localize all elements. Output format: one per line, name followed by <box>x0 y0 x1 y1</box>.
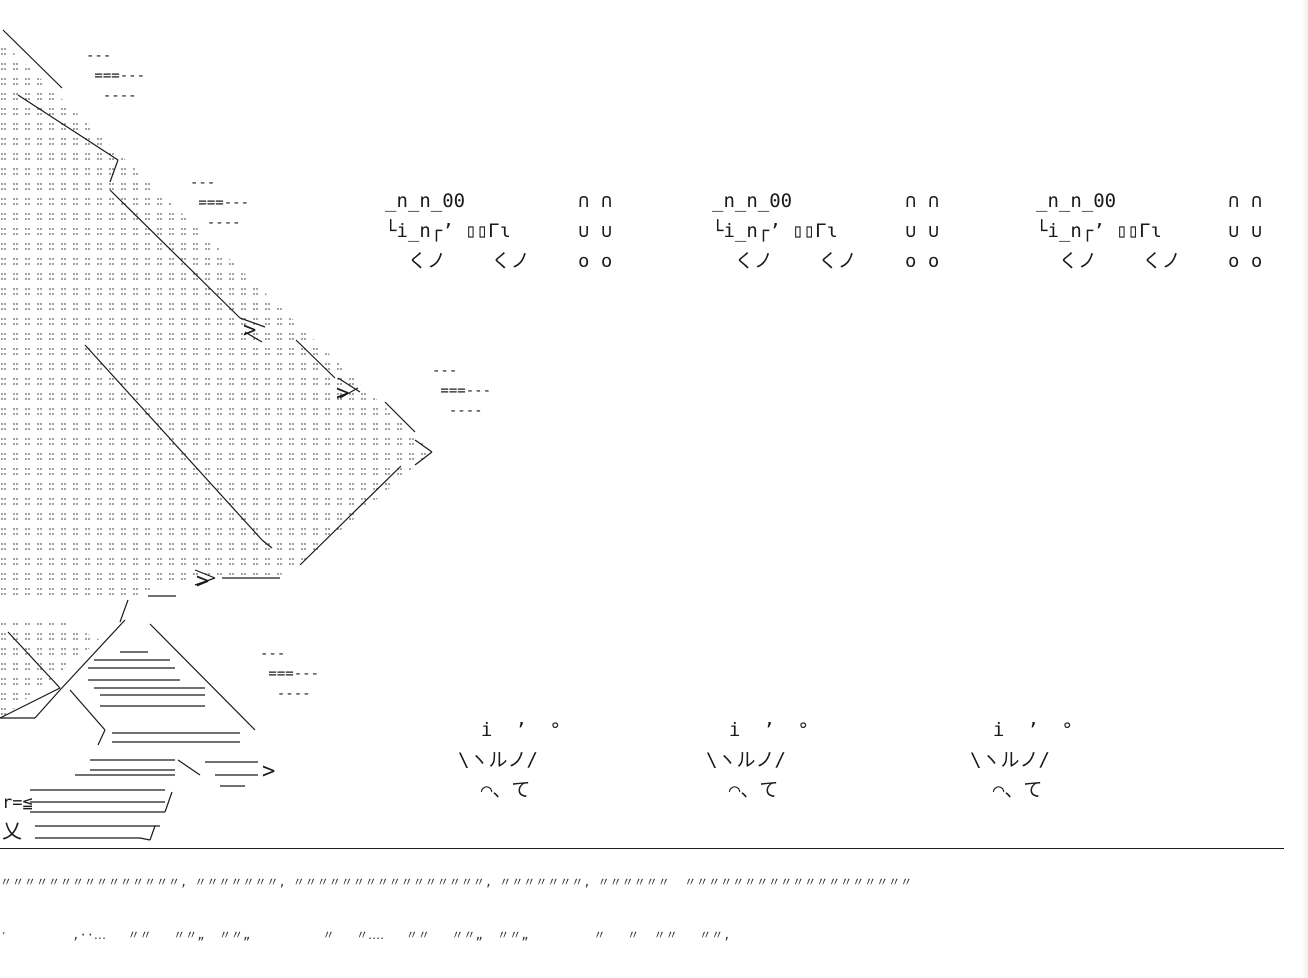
impact-burst-3: i ’ ° \ヽルノ∕ ⌒、て <box>970 719 1073 801</box>
speed-lines-2: --- ===--- ---- <box>190 175 250 231</box>
svg-text:r=≦: r=≦ <box>2 793 33 813</box>
speed-lines-1: --- ===--- ---- <box>86 48 146 104</box>
svg-text:>: > <box>243 318 256 343</box>
sfx-text-3: _n_n_00 └i_n┌’ ▯▯Γɩ くノ くノ <box>1036 190 1181 272</box>
sfx-marks-3: ∩ ∩ ∪ ∪ ο ο <box>1228 190 1263 272</box>
arrow-art: > > > <box>0 29 433 843</box>
ground-line <box>0 848 1284 849</box>
impact-burst-1: i ’ ° \ヽルノ∕ ⌒、て <box>458 719 561 801</box>
grass-row-1: 〃〃〃〃〃〃〃〃〃〃〃〃〃〃〃, 〃〃〃〃〃〃〃, 〃〃〃〃〃〃〃〃〃〃〃〃〃〃… <box>0 875 913 889</box>
svg-text:>: > <box>336 381 349 406</box>
svg-text:>: > <box>196 569 209 594</box>
speed-lines-4: --- ===--- ---- <box>260 646 320 702</box>
sfx-marks-2: ∩ ∩ ∪ ∪ ο ο <box>905 190 940 272</box>
svg-text:>: > <box>262 759 275 784</box>
sfx-marks-1: ∩ ∩ ∪ ∪ ο ο <box>578 190 613 272</box>
svg-text:乂: 乂 <box>2 819 22 843</box>
speed-lines-3: --- ===--- ---- <box>432 363 492 419</box>
impact-burst-2: i ’ ° \ヽルノ∕ ⌒、て <box>706 719 809 801</box>
sfx-text-1: _n_n_00 └i_n┌’ ▯▯Γɩ くノ くノ <box>385 190 530 272</box>
page-edge <box>1302 0 1308 978</box>
grass-row-2: ˑ ‚··․․․ 〃〃 〃〃„ 〃〃„ 〃 〃․․․․ 〃〃 〃〃„ 〃〃„ 〃… <box>0 928 731 942</box>
sfx-text-2: _n_n_00 └i_n┌’ ▯▯Γɩ くノ くノ <box>712 190 857 272</box>
